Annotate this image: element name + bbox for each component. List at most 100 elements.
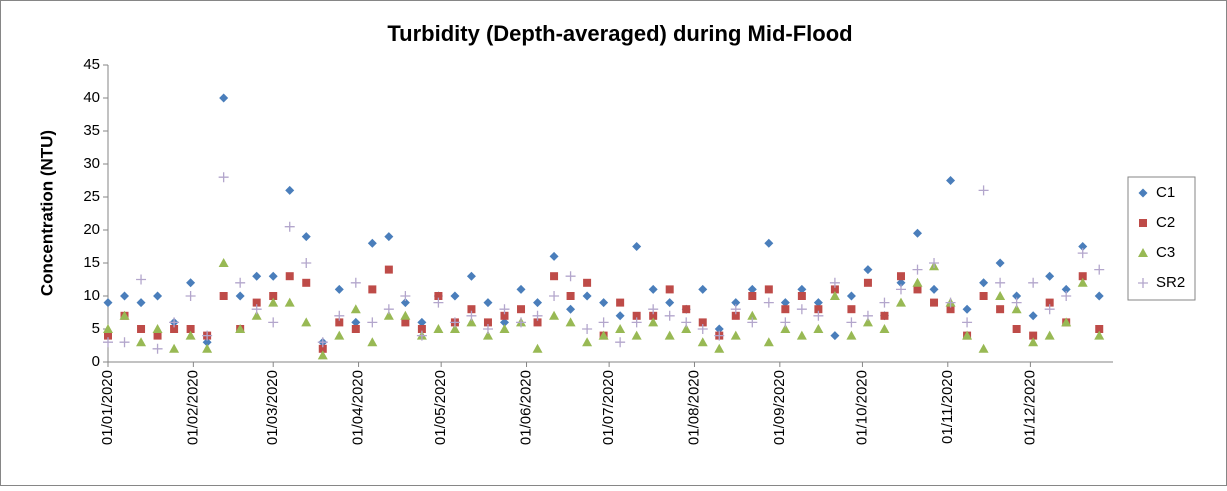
point (1094, 291, 1104, 301)
point (912, 264, 923, 275)
point (995, 277, 1006, 288)
point (103, 337, 113, 348)
point (665, 285, 674, 294)
point (433, 324, 444, 333)
legend-label: SR2 (1156, 274, 1185, 291)
point (302, 278, 311, 287)
point (566, 292, 575, 300)
point (796, 304, 807, 315)
point (895, 284, 906, 295)
point (1078, 272, 1087, 281)
point (350, 304, 361, 314)
x-tick-label: 01/01/2020 (99, 370, 116, 445)
point (978, 185, 989, 196)
point (202, 343, 213, 353)
legend-label: C1 (1156, 184, 1175, 201)
point (136, 337, 147, 347)
point (285, 185, 295, 195)
point (434, 292, 443, 300)
point (632, 311, 641, 320)
point (665, 298, 675, 308)
point (615, 311, 625, 321)
point (284, 297, 295, 307)
y-tick-label: 35 (83, 122, 100, 139)
point (318, 344, 327, 353)
point (913, 285, 922, 294)
point (367, 238, 377, 248)
x-tick-label: 01/12/2020 (1021, 370, 1038, 445)
point (664, 310, 675, 321)
point (383, 310, 394, 320)
point (1077, 277, 1088, 287)
point (978, 343, 989, 353)
point (186, 278, 196, 288)
point (1094, 264, 1105, 275)
y-tick-label: 5 (92, 320, 100, 337)
point (631, 317, 642, 328)
point (863, 265, 873, 275)
point (401, 318, 410, 327)
point (598, 317, 609, 328)
point (813, 298, 823, 308)
point (1012, 291, 1022, 301)
point (648, 304, 659, 315)
point (830, 331, 840, 341)
y-tick-label: 45 (83, 56, 100, 73)
point (153, 291, 163, 301)
point (285, 272, 294, 281)
point (268, 317, 279, 328)
legend-label: C3 (1156, 244, 1175, 261)
point (912, 277, 923, 287)
point (781, 305, 790, 314)
point (549, 291, 560, 301)
point (367, 317, 378, 328)
point (1028, 277, 1039, 288)
point (533, 298, 543, 308)
point (268, 297, 279, 307)
x-tick-label: 01/02/2020 (184, 370, 201, 445)
point (219, 93, 229, 103)
x-tick-label: 01/05/2020 (432, 370, 449, 445)
point (153, 331, 162, 340)
point (862, 317, 873, 327)
point (995, 258, 1005, 268)
point (814, 305, 823, 314)
point (1078, 242, 1088, 251)
point (136, 274, 147, 285)
point (533, 318, 542, 327)
point (962, 304, 972, 314)
point (301, 317, 312, 327)
point (747, 284, 757, 294)
point (252, 298, 261, 307)
point (483, 318, 492, 327)
point (185, 330, 196, 340)
point (681, 317, 692, 328)
point (351, 317, 361, 327)
point (268, 271, 278, 281)
point (797, 292, 806, 300)
point (780, 298, 790, 308)
point (747, 317, 758, 328)
point (962, 330, 973, 340)
point (846, 317, 857, 328)
point (895, 297, 906, 307)
point (929, 258, 940, 268)
point (599, 298, 609, 308)
point (235, 291, 245, 301)
chart-title: Turbidity (Depth-averaged) during Mid-Fl… (387, 21, 852, 46)
x-tick-label: 01/03/2020 (264, 370, 281, 445)
point (929, 284, 939, 294)
point (251, 310, 262, 320)
y-tick-label: 0 (92, 353, 100, 370)
point (351, 325, 360, 333)
point (780, 317, 791, 328)
point (616, 298, 625, 307)
point (846, 330, 857, 340)
point (499, 317, 509, 327)
point (697, 337, 708, 347)
legend-marker (1138, 278, 1148, 288)
point (532, 343, 543, 353)
point (697, 324, 708, 334)
point (482, 330, 493, 340)
